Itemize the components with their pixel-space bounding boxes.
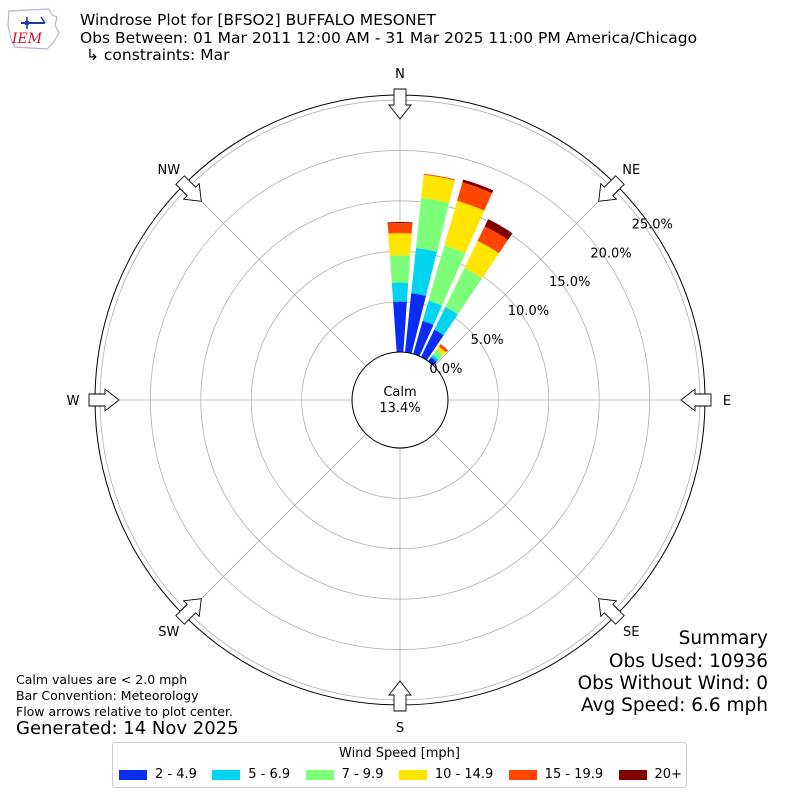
legend-swatch (618, 769, 647, 780)
wind-bar (431, 354, 439, 362)
wind-bar (462, 179, 494, 194)
flow-arrow-icon (175, 175, 202, 202)
iem-logo: IEM (7, 8, 60, 50)
sector-bars (387, 173, 513, 450)
radial-tick-label: 15.0% (549, 275, 590, 290)
legend-label: 7 - 9.9 (341, 767, 384, 782)
wind-bar (434, 307, 458, 336)
wind-bar (389, 255, 411, 283)
calm-value: 13.4% (379, 401, 420, 416)
chart-constraints: ↳ constraints: Mar (86, 46, 230, 64)
legend-swatch (212, 769, 241, 780)
legend-swatch (119, 769, 147, 780)
bar-convention-note: Bar Convention: Meteorology (16, 688, 199, 703)
grid-spoke (433, 433, 616, 616)
wind-bar (421, 174, 455, 203)
flow-arrow-icon (388, 88, 412, 120)
wind-bar (436, 346, 446, 356)
legend-label: 5 - 6.9 (248, 767, 291, 782)
compass-label: NW (157, 163, 180, 178)
wind-bar (464, 240, 499, 279)
wind-bar (484, 219, 513, 240)
axis-labels: N NE E SE S SW W NW 0.0% 5.0% 10.0%15.0%20.0%25.0% (67, 67, 732, 736)
flow-arrows (88, 88, 712, 712)
flow-arrow-icon (388, 680, 412, 712)
compass-label: SE (623, 625, 639, 640)
chart-title: Windrose Plot for [BFSO2] BUFFALO MESONE… (80, 11, 436, 29)
flow-arrow-icon (598, 175, 625, 202)
wind-bar (405, 293, 426, 354)
wind-bar (391, 282, 409, 302)
calm-label: Calm (383, 385, 416, 400)
grid-spoke (433, 184, 616, 367)
legend-item: 7 - 9.9 (305, 767, 384, 782)
compass-label: W (67, 394, 80, 409)
wind-bar (432, 349, 444, 360)
wind-bar (415, 197, 450, 252)
summary-obs-used: Obs Used: 10936 (608, 651, 768, 672)
flow-arrow-icon (598, 598, 625, 625)
summary-avg-speed: Avg Speed: 6.6 mph (580, 695, 768, 716)
legend-swatch (398, 769, 427, 780)
wind-bar (388, 233, 412, 256)
legend-label: 15 - 19.9 (544, 767, 604, 782)
legend-item: 5 - 6.9 (212, 767, 290, 782)
compass-label: S (396, 721, 404, 736)
compass-label: E (723, 394, 731, 409)
radial-tick-label: 10.0% (508, 304, 549, 319)
legend-swatch (508, 769, 537, 780)
wind-bar (421, 329, 444, 361)
legend-item: 20+ (618, 767, 682, 782)
grid-ring (200, 200, 600, 600)
wind-bar (413, 320, 434, 357)
chart-subtitle: Obs Between: 01 Mar 2011 12:00 AM - 31 M… (80, 29, 698, 47)
flow-arrow-icon (175, 598, 202, 625)
legend-label: 10 - 14.9 (434, 767, 494, 782)
legend-item: 10 - 14.9 (398, 767, 494, 782)
wind-bar (422, 300, 443, 325)
wind-bar (444, 200, 485, 254)
wind-bar (428, 357, 437, 366)
radial-tick-label: 5.0% (471, 333, 504, 348)
wind-bar (477, 226, 508, 254)
wind-bar (423, 173, 456, 181)
radial-tick-label: 25.0% (632, 217, 673, 232)
legend: Wind Speed [mph] 2 - 4.9 5 - 6.9 7 - 9.9… (112, 742, 687, 788)
legend-label: 20+ (654, 767, 682, 782)
legend-item: 2 - 4.9 (119, 767, 197, 782)
wind-bar (445, 268, 483, 315)
flow-arrow-icon (680, 388, 712, 412)
calm-circle-shape (351, 351, 449, 449)
wind-bar (411, 248, 437, 296)
legend-item: 15 - 19.9 (508, 767, 604, 782)
generated-date: Generated: 14 Nov 2025 (16, 718, 239, 739)
legend-label: 2 - 4.9 (155, 767, 197, 782)
logo-text: IEM (11, 31, 43, 47)
wind-bar (438, 344, 449, 353)
grid-spoke (184, 184, 367, 367)
legend-title: Wind Speed [mph] (339, 746, 460, 761)
wind-bar (393, 301, 407, 353)
grid-spoke (184, 433, 367, 616)
wind-bar (387, 221, 413, 224)
summary-heading: Summary (678, 628, 768, 649)
grid-ring (150, 150, 650, 650)
compass-label: NE (622, 163, 640, 178)
radial-tick-label: 20.0% (590, 246, 631, 261)
wind-bar (457, 182, 493, 211)
radial-tick-label: 0.0% (429, 362, 462, 377)
flow-arrow-icon (88, 388, 120, 412)
compass-label: SW (158, 625, 179, 640)
summary-obs-without-wind: Obs Without Wind: 0 (577, 673, 768, 694)
compass-label: N (395, 67, 405, 82)
calm-note: Calm values are < 2.0 mph (16, 672, 188, 687)
wind-bar (387, 222, 413, 234)
wind-bar (428, 245, 466, 306)
legend-swatch (305, 769, 334, 780)
flow-arrows-note: Flow arrows relative to plot center. (16, 704, 233, 719)
